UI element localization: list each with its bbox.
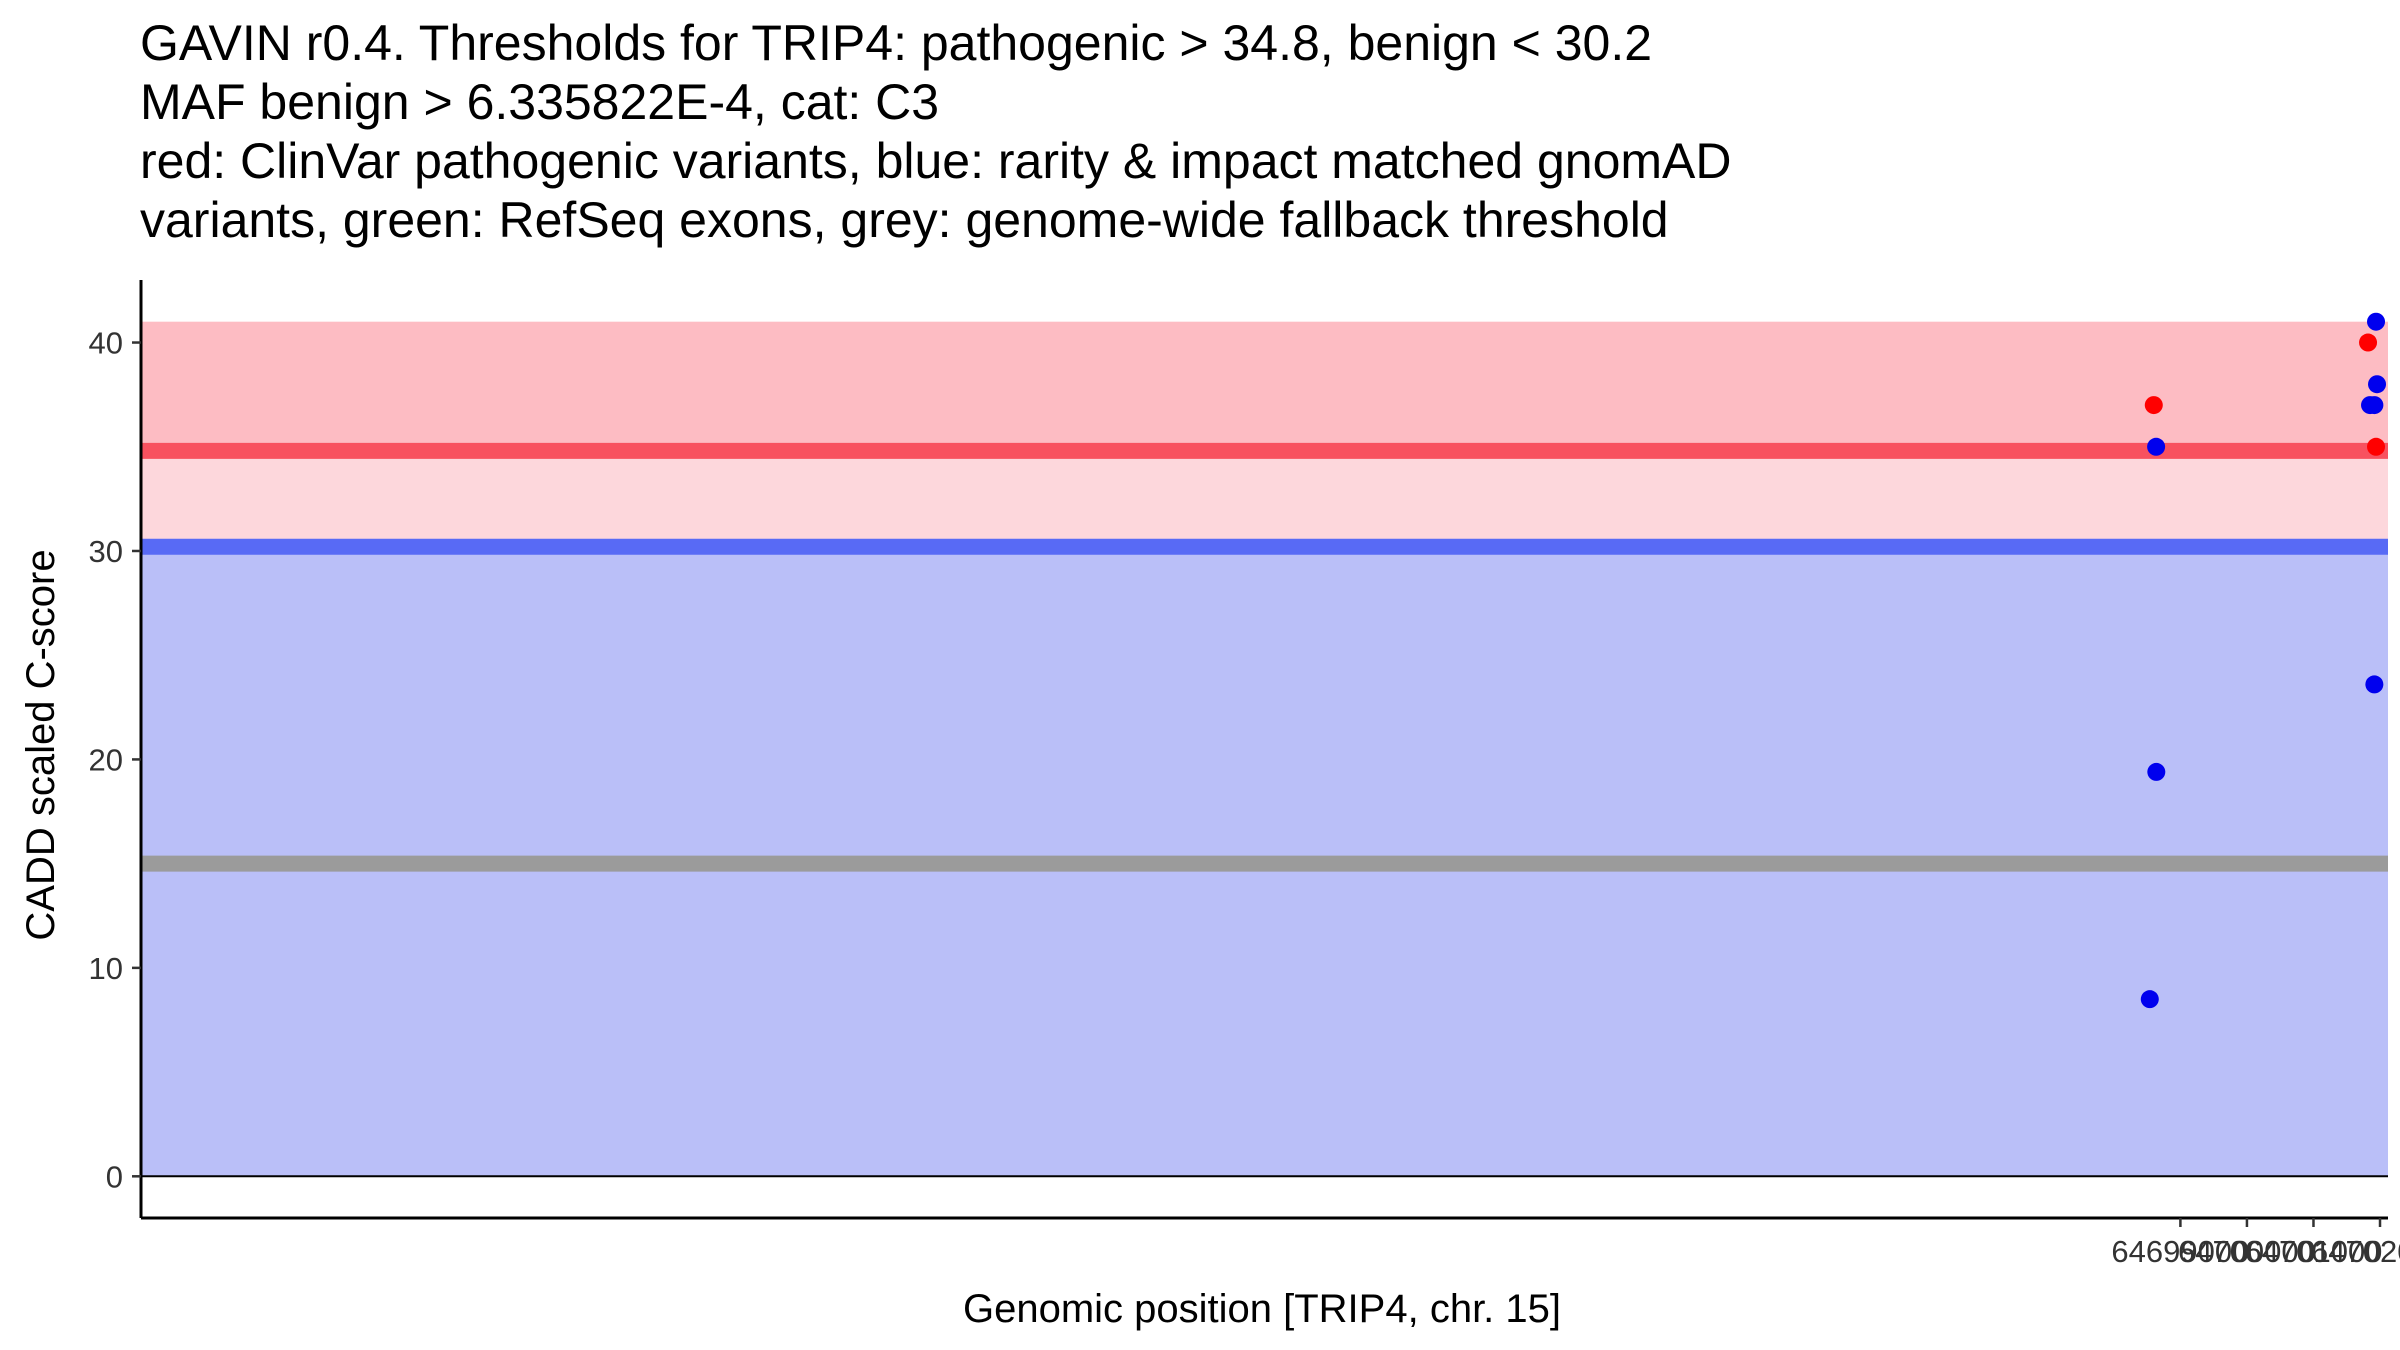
y-tick-label-2: 20 [89, 742, 123, 777]
y-tick-label-3: 30 [89, 534, 123, 569]
x-tick-label-2: 64701000 [2245, 1234, 2383, 1269]
gnomad-point-6 [2367, 312, 2386, 331]
clinvar-point-2 [2367, 437, 2386, 456]
pathogenic-zone [141, 321, 2388, 451]
x-axis-ticks: 64699000647000006470100064702000 [2111, 1218, 2400, 1269]
x-tick-label-1: 64700000 [2178, 1234, 2316, 1269]
data-points [2140, 312, 2387, 1009]
x-tick-label-3: 64702000 [2311, 1234, 2400, 1269]
gnomad-point-4 [2365, 396, 2384, 415]
title-line-1: GAVIN r0.4. Thresholds for TRIP4: pathog… [140, 15, 1653, 71]
grey-zone [141, 450, 2388, 547]
title-line-2: MAF benign > 6.335822E-4, cat: C3 [140, 74, 940, 130]
chart-title: GAVIN r0.4. Thresholds for TRIP4: pathog… [140, 14, 2340, 250]
y-axis-title: CADD scaled C-score [19, 549, 63, 940]
y-axis-ticks: 0 10 20 30 40 [89, 326, 141, 1194]
threshold-lines [141, 442, 2388, 872]
gnomad-point-1 [2147, 437, 2166, 456]
x-axis-title: Genomic position [TRIP4, chr. 15] [963, 1287, 1561, 1331]
clinvar-point-1 [2359, 333, 2378, 352]
y-tick-label-0: 0 [106, 1159, 123, 1194]
y-tick-label-1: 10 [89, 951, 123, 986]
gnomad-point-2 [2147, 762, 2166, 781]
x-tick-label-0: 64699000 [2111, 1234, 2249, 1269]
gnomad-point-5 [2365, 675, 2384, 694]
gnomad-point-7 [2368, 375, 2387, 394]
y-tick-label-4: 40 [89, 326, 123, 361]
gnomad-point-0 [2140, 990, 2159, 1009]
title-line-4: variants, green: RefSeq exons, grey: gen… [140, 192, 1669, 248]
clinvar-point-0 [2144, 396, 2163, 415]
title-line-3: red: ClinVar pathogenic variants, blue: … [140, 133, 1732, 189]
